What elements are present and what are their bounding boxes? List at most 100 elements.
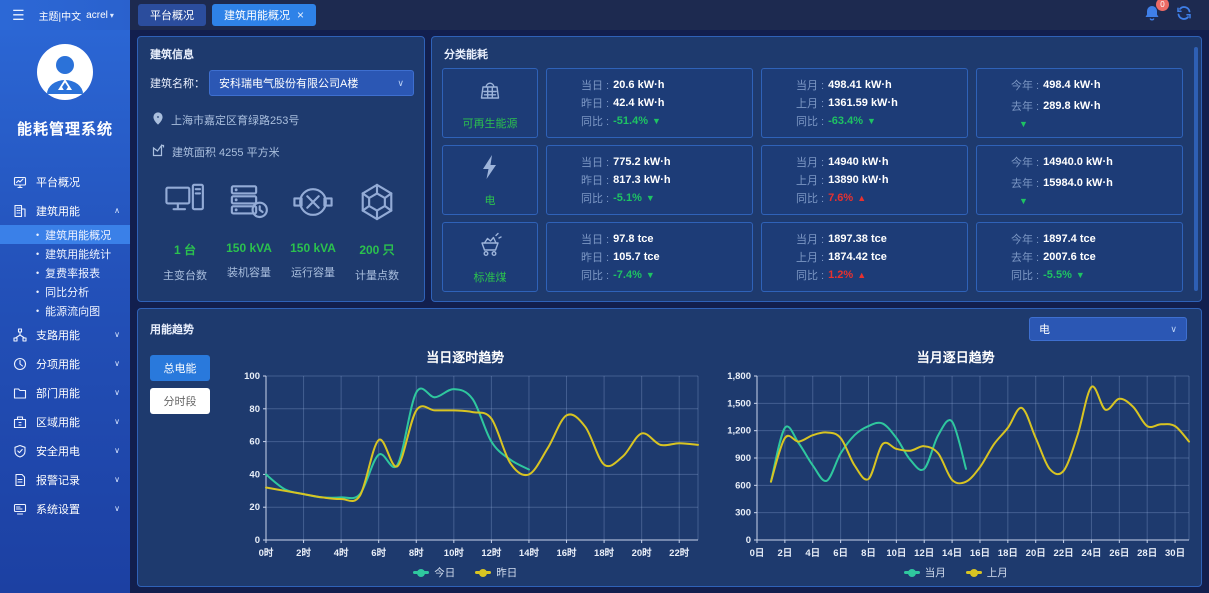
coal-month-box: 当月 :1897.38 tce 上月 :1874.42 tce 同比 :1.2%…: [761, 222, 968, 292]
sidebar-item-subentry-energy[interactable]: 分项用能 ∨: [0, 349, 130, 378]
svg-text:6日: 6日: [833, 548, 848, 559]
yoy-line: 同比 : -5.1% ▼: [581, 192, 655, 205]
building-info-panel: 建筑信息 建筑名称： 安科瑞电气股份有限公司A楼 上海市嘉定区育绿路253号 建…: [137, 36, 425, 302]
sidebar-item-branch-energy[interactable]: 支路用能 ∨: [0, 320, 130, 349]
sidebar-subitem-building-energy-stats[interactable]: 建筑用能统计: [0, 244, 130, 263]
sidebar-item-safe-electricity[interactable]: 安全用电 ∨: [0, 436, 130, 465]
energy-type-select[interactable]: 电: [1029, 317, 1187, 341]
tab-platform-overview[interactable]: 平台概况: [138, 4, 206, 26]
svg-text:0时: 0时: [259, 547, 274, 559]
logo-block: 能耗管理系统: [0, 30, 130, 139]
building-icon: [13, 204, 27, 218]
sidebar-subitem-energy-flow[interactable]: 能源流向图: [0, 301, 130, 320]
chevron-down-icon: ∨: [114, 446, 120, 455]
shield-check-icon: [13, 444, 27, 458]
svg-text:4日: 4日: [805, 548, 820, 559]
close-icon[interactable]: [297, 9, 304, 21]
refresh-icon[interactable]: [1175, 4, 1193, 27]
lightning-bolt-icon: [475, 152, 505, 187]
yoy-line: 同比 : -51.4% ▼: [581, 115, 661, 128]
avatar: [37, 44, 93, 105]
svg-text:20时: 20时: [632, 547, 653, 559]
user-dropdown[interactable]: acrel: [86, 10, 114, 21]
total-energy-button[interactable]: 总电能: [150, 355, 210, 381]
chevron-down-icon: ∨: [114, 330, 120, 339]
svg-text:1,200: 1,200: [727, 426, 751, 437]
hourly-chart-title: 当日逐时趋势: [426, 350, 505, 365]
hourly-trend-chart: 当日逐时趋势 0 20 40 60 80 100 0时 2时 4时 6时 8时 10时 12时 14时 16…: [220, 341, 711, 580]
legend-item[interactable]: 今日: [413, 565, 455, 580]
svg-text:12日: 12日: [914, 548, 934, 559]
sidebar-item-alarm-records[interactable]: 报警记录 ∨: [0, 465, 130, 494]
legend-item[interactable]: 上月: [965, 565, 1008, 580]
sidebar-subitem-tariff-report[interactable]: 复费率报表: [0, 263, 130, 282]
renewable-year-box: 今年 :498.4 kW·h 去年 :289.8 kW·h ▼: [976, 68, 1183, 138]
building-name-select[interactable]: 安科瑞电气股份有限公司A楼: [209, 70, 414, 96]
chevron-up-icon: ∧: [114, 206, 120, 215]
hexagon-network-icon: [357, 182, 397, 227]
yoy-line: 同比 :1.2% ▲: [796, 269, 867, 282]
svg-text:22日: 22日: [1053, 548, 1073, 559]
svg-text:4时: 4时: [334, 547, 349, 559]
svg-text:10时: 10时: [444, 547, 465, 559]
branch-icon: [13, 327, 27, 342]
scrollbar[interactable]: [1194, 47, 1198, 291]
exchange-icon: [293, 182, 333, 227]
svg-text:10日: 10日: [886, 548, 906, 559]
folder-icon: [13, 386, 27, 400]
topbar: ☰ 主题|中文 acrel 平台概况 建筑用能概况 0: [0, 0, 1209, 30]
sidebar-item-platform-overview[interactable]: 平台概况: [0, 167, 130, 196]
trend-panel-title: 用能趋势: [150, 324, 194, 336]
legend-item[interactable]: 当月: [903, 565, 946, 580]
electricity-month-box: 当月 :14940 kW·h 上月 :13890 kW·h 同比 :7.6% ▲: [761, 145, 968, 215]
yoy-line: 同比 : -63.4% ▼: [796, 115, 876, 128]
svg-text:18时: 18时: [594, 547, 615, 559]
classified-energy-title: 分类能耗: [444, 49, 488, 61]
hamburger-menu-icon[interactable]: ☰: [12, 6, 25, 23]
svg-text:0: 0: [255, 535, 260, 546]
yoy-line: 同比 : -7.4% ▼: [581, 269, 655, 282]
stat-meter-count: 200 只 计量点数: [346, 182, 408, 283]
svg-text:26日: 26日: [1109, 548, 1129, 559]
energy-row-renewable: 可再生能源 当日 :20.6 kW·h 昨日 :42.4 kW·h 同比 : -5…: [442, 68, 1183, 138]
svg-text:2日: 2日: [777, 548, 792, 559]
stat-running-capacity: 150 kVA 运行容量: [282, 182, 344, 283]
sidebar-item-building-energy[interactable]: 建筑用能 ∧: [0, 196, 130, 225]
settings-icon: [13, 502, 27, 516]
category-renewable: 可再生能源: [442, 68, 538, 138]
hourly-chart-plot: 0 20 40 60 80 100 0时 2时 4时 6时 8时 10时 12时 14时 16时 18时 20时…: [244, 371, 700, 559]
svg-text:1,800: 1,800: [727, 371, 751, 382]
svg-text:8时: 8时: [409, 547, 424, 559]
sidebar-item-district-energy[interactable]: 区域用能 ∨: [0, 407, 130, 436]
dashboard-icon: [13, 175, 27, 189]
category-coal: 标准煤: [442, 222, 538, 292]
tab-building-energy-overview[interactable]: 建筑用能概况: [212, 4, 317, 26]
svg-text:16日: 16日: [970, 548, 990, 559]
svg-text:0日: 0日: [749, 548, 764, 559]
svg-text:80: 80: [250, 404, 261, 415]
notification-bell-icon[interactable]: 0: [1143, 0, 1169, 27]
app-title: 能耗管理系统: [16, 121, 113, 138]
solar-bag-icon: [475, 75, 505, 110]
yoy-line: ▼: [1019, 196, 1028, 206]
sidebar-subitem-yoy-analysis[interactable]: 同比分析: [0, 282, 130, 301]
chevron-down-icon: ∨: [114, 504, 120, 513]
theme-language-menu[interactable]: 主题|中文: [38, 11, 82, 23]
daily-chart-plot: 0 300 600 900 1,200 1,500 1,800 0日 2日 4日 6日 8日 10日 12…: [727, 371, 1190, 559]
legend-item[interactable]: 昨日: [475, 565, 517, 580]
server-clock-icon: [229, 182, 269, 227]
renewable-month-box: 当月 :498.41 kW·h 上月 :1361.59 kW·h 同比 : -63…: [761, 68, 968, 138]
location-pin-icon: [152, 112, 164, 128]
svg-text:2时: 2时: [296, 547, 311, 559]
svg-text:14日: 14日: [942, 548, 962, 559]
svg-text:8日: 8日: [861, 548, 876, 559]
sidebar-subitem-building-energy-overview[interactable]: 建筑用能概况: [0, 225, 130, 244]
sidebar-item-system-settings[interactable]: 系统设置 ∨: [0, 494, 130, 523]
time-period-button[interactable]: 分时段: [150, 388, 210, 414]
daily-chart-legend: 当月 上月: [903, 565, 1008, 580]
sidebar-item-department-energy[interactable]: 部门用能 ∨: [0, 378, 130, 407]
svg-text:300: 300: [735, 508, 751, 519]
chevron-down-icon: ∨: [114, 388, 120, 397]
chevron-down-icon: ∨: [114, 417, 120, 426]
building-address: 上海市嘉定区育绿路253号: [152, 112, 424, 128]
